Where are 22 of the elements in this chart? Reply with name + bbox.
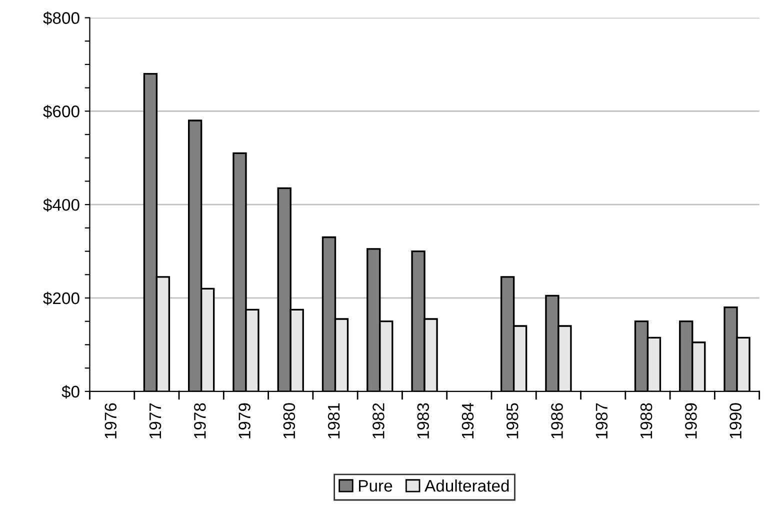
x-tick-label: 1980	[283, 403, 296, 438]
legend-label: Pure	[359, 480, 392, 492]
x-tick-label: 1981	[328, 403, 340, 438]
x-tick-label: 1986	[551, 403, 563, 438]
y-tick-label: $0	[62, 385, 80, 399]
x-tick-label: 1989	[685, 403, 697, 438]
x-tick-label: 1978	[194, 403, 206, 438]
x-tick-label: 1985	[506, 403, 518, 438]
x-tick-label: 1979	[238, 403, 250, 438]
legend-label: Adulterated	[424, 479, 509, 492]
x-tick-label: 1990	[730, 403, 742, 438]
x-tick-label: 1982	[372, 403, 384, 438]
x-tick-label: 1983	[417, 403, 430, 438]
x-tick-label: 1977	[149, 403, 162, 438]
y-tick-label: $400	[43, 198, 80, 212]
y-tick-label: $200	[43, 292, 80, 306]
x-tick-label: 1984	[462, 403, 474, 438]
x-tick-label: 1976	[104, 403, 117, 438]
y-tick-label: $600	[43, 104, 80, 118]
x-tick-label: 1987	[596, 403, 608, 438]
x-tick-label: 1988	[640, 403, 652, 438]
y-tick-label: $800	[43, 11, 80, 25]
